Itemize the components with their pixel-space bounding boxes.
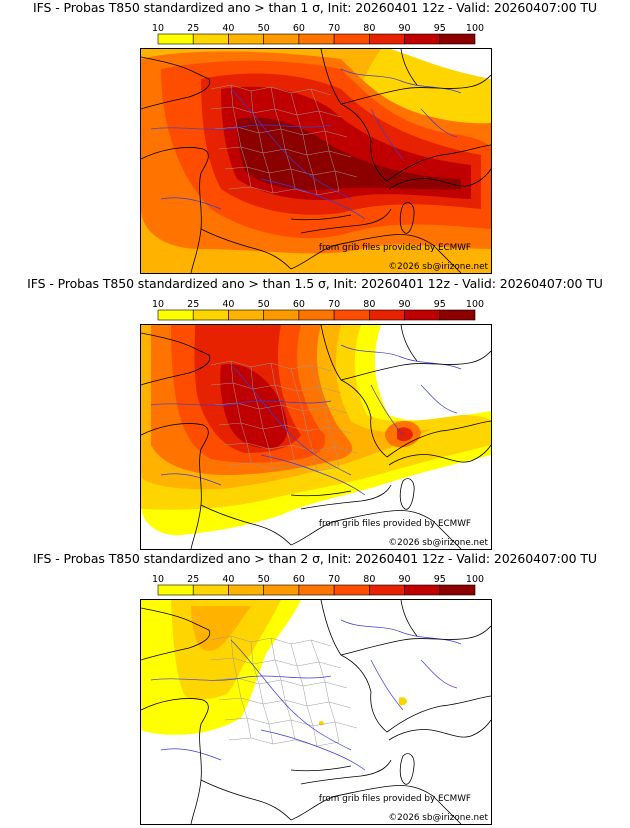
credit-copyright: ©2026 sb@irizone.net: [388, 813, 488, 823]
scale-label: 10: [152, 574, 164, 585]
panel-title: IFS - Probas T850 standardized ano > tha…: [33, 0, 597, 15]
scale-label: 40: [222, 299, 234, 310]
scale-swatch: [263, 584, 300, 596]
scale-label: 60: [293, 299, 305, 310]
scale-label: 100: [466, 23, 484, 34]
scale-label: 10: [152, 23, 164, 34]
scale-swatch: [369, 584, 405, 596]
scale-label: 80: [363, 574, 375, 585]
scale-swatch: [192, 309, 229, 321]
probability-map[interactable]: from grib files provided by ECMWF ©2026 …: [140, 599, 492, 825]
probability-map[interactable]: from grib files provided by ECMWF ©2026 …: [140, 324, 492, 550]
scale-label: 70: [328, 299, 340, 310]
scale-group: 10 25 40 50 60 70 80 90 95 100: [152, 299, 484, 321]
scale-label: 95: [434, 574, 446, 585]
credit-provided: from grib files provided by ECMWF: [318, 794, 471, 804]
panel-1sigma: IFS - Probas T850 standardized ano > tha…: [0, 0, 630, 275]
scale-swatch: [369, 33, 405, 45]
scale-label: 40: [222, 574, 234, 585]
scale-label: 60: [293, 23, 305, 34]
scale-swatch: [298, 33, 335, 45]
scale-label: 90: [399, 23, 411, 34]
scale-label: 70: [328, 574, 340, 585]
scale-swatch: [192, 33, 229, 45]
scale-label: 100: [466, 299, 484, 310]
scale-swatch: [333, 33, 370, 45]
credit-copyright: ©2026 sb@irizone.net: [388, 538, 488, 548]
panel-1-5sigma: IFS - Probas T850 standardized ano > tha…: [0, 276, 630, 551]
scale-swatch: [228, 33, 264, 45]
scale-swatch: [228, 584, 264, 596]
scale-swatch: [298, 309, 335, 321]
color-scale: 10 25 40 50 60 70 80 90 95 100: [152, 299, 484, 321]
scale-label: 50: [258, 299, 270, 310]
probability-map[interactable]: from grib files provided by ECMWF ©2026 …: [140, 48, 492, 274]
scale-group: 10 25 40 50 60 70 80 90 95 100: [152, 23, 484, 45]
scale-label: 50: [258, 574, 270, 585]
scale-label: 40: [222, 23, 234, 34]
scale-swatch: [333, 584, 370, 596]
scale-swatch: [263, 33, 300, 45]
scale-swatch: [298, 584, 335, 596]
scale-swatch: [157, 33, 194, 45]
scale-group: 10 25 40 50 60 70 80 90 95 100: [152, 574, 484, 596]
scale-label: 95: [434, 23, 446, 34]
scale-swatch: [192, 584, 229, 596]
scale-label: 25: [187, 574, 199, 585]
scale-swatch: [404, 584, 441, 596]
panel-2sigma: IFS - Probas T850 standardized ano > tha…: [0, 551, 630, 826]
scale-label: 50: [258, 23, 270, 34]
scale-swatch: [439, 309, 476, 321]
scale-label: 95: [434, 299, 446, 310]
scale-swatch: [439, 584, 476, 596]
scale-label: 25: [187, 23, 199, 34]
panel-title: IFS - Probas T850 standardized ano > tha…: [27, 276, 603, 291]
scale-swatch: [157, 584, 194, 596]
credit-provided: from grib files provided by ECMWF: [318, 519, 471, 529]
scale-swatch: [333, 309, 370, 321]
credit-provided: from grib files provided by ECMWF: [318, 243, 471, 253]
scale-label: 25: [187, 299, 199, 310]
credit-copyright: ©2026 sb@irizone.net: [388, 262, 488, 272]
scale-label: 90: [399, 299, 411, 310]
scale-swatch: [439, 33, 476, 45]
scale-swatch: [404, 33, 441, 45]
scale-swatch: [369, 309, 405, 321]
scale-label: 90: [399, 574, 411, 585]
scale-label: 10: [152, 299, 164, 310]
scale-swatch: [228, 309, 264, 321]
color-scale: 10 25 40 50 60 70 80 90 95 100: [152, 23, 484, 45]
scale-label: 70: [328, 23, 340, 34]
panel-title: IFS - Probas T850 standardized ano > tha…: [33, 551, 597, 566]
scale-swatch: [263, 309, 300, 321]
scale-swatch: [157, 309, 194, 321]
color-scale: 10 25 40 50 60 70 80 90 95 100: [152, 574, 484, 596]
scale-label: 80: [363, 299, 375, 310]
scale-label: 80: [363, 23, 375, 34]
scale-swatch: [404, 309, 441, 321]
scale-label: 60: [293, 574, 305, 585]
scale-label: 100: [466, 574, 484, 585]
